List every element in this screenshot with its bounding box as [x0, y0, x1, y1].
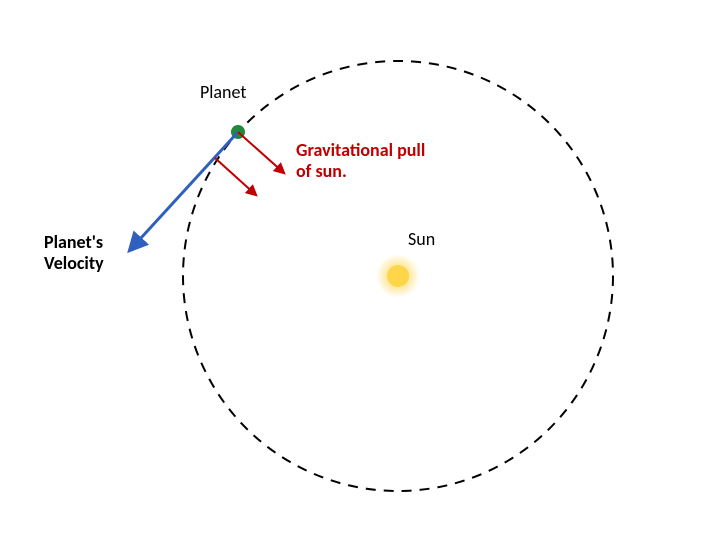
velocity-arrow [130, 132, 238, 250]
gravity-arrow-2 [215, 158, 256, 195]
orbital-diagram-svg [0, 0, 720, 540]
gravity-label: Gravitational pull of sun. [296, 140, 425, 181]
gravity-arrow-1 [238, 132, 284, 173]
velocity-label: Planet's Velocity [44, 232, 104, 273]
sun-core [387, 265, 409, 287]
planet-label: Planet [200, 82, 246, 103]
diagram-stage: Planet Sun Gravitational pull of sun. Pl… [0, 0, 720, 540]
sun-label: Sun [408, 229, 435, 250]
